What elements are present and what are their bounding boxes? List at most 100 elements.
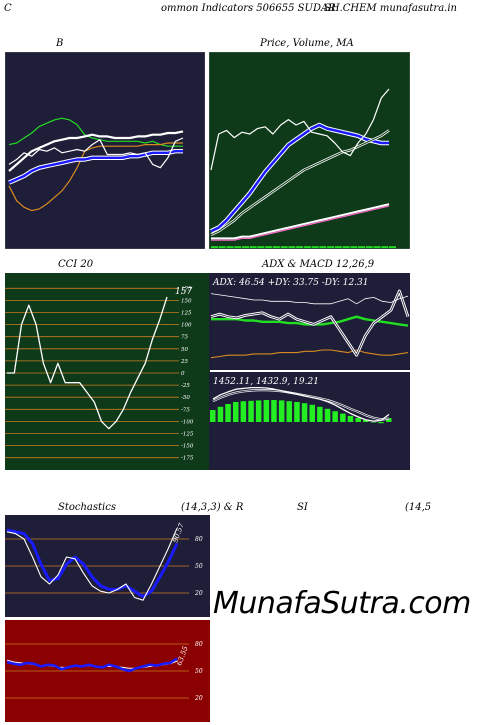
volume-bar	[296, 246, 304, 248]
volume-bar	[303, 246, 311, 248]
watermark: MunafaSutra.com	[213, 586, 471, 621]
macd-histogram-bar	[363, 420, 369, 422]
bb-blue-ma	[8, 149, 183, 184]
cci-tick-label: -175	[181, 456, 194, 462]
volume-bar	[211, 246, 218, 248]
volume-bar	[334, 246, 342, 248]
volume-bar	[381, 246, 389, 248]
cci-tick-label: 100	[181, 323, 192, 329]
adx-dx-line	[210, 290, 409, 356]
cci-value-label: 157	[175, 287, 192, 297]
volume-bar	[272, 246, 280, 248]
adx-label: ADX: 46.54 +DY: 33.75 -DY: 12.31	[212, 278, 369, 288]
macd-histogram-bar	[294, 402, 300, 422]
volume-bar	[389, 246, 396, 248]
pm-price	[210, 88, 390, 171]
rsi-tick-label: 20	[194, 695, 203, 702]
cci-tick-label: -150	[181, 444, 194, 450]
cci-panel: 175 150 125 100 75 50 25 0 -25 -50 -75 -100 -125 -150…	[5, 273, 210, 470]
bollinger-panel	[5, 52, 205, 249]
cci-tick-label: 175	[181, 286, 192, 292]
volume-bar	[358, 246, 365, 248]
bb-lower-band	[8, 142, 183, 212]
bb-upper-band	[8, 117, 183, 147]
volume-bar	[242, 246, 249, 248]
pm-ma-slow-outline	[211, 203, 390, 240]
volume-bar	[350, 246, 358, 248]
stochastic-params: (14,3,3) & R	[181, 502, 244, 513]
volume-bar	[288, 246, 296, 248]
header-left: ommon Indicators 506655 SUDAR	[161, 3, 336, 14]
cci-background	[5, 273, 210, 470]
macd-histogram-bar	[301, 403, 308, 422]
macd-histogram-bar	[324, 408, 331, 422]
volume-bar	[257, 246, 265, 248]
volume-bar	[234, 246, 242, 248]
cci-tick-label: -125	[181, 432, 194, 438]
macd-histogram-bar	[378, 422, 384, 424]
cci-tick-label: -75	[181, 407, 190, 413]
cci-tick-label: 25	[180, 359, 188, 365]
adx-plus-di	[210, 293, 409, 305]
bb-middle-band	[8, 130, 184, 172]
cci-line	[7, 296, 168, 430]
rsi-title: SI	[297, 502, 308, 513]
rsi-tick-label: 50	[195, 668, 203, 675]
volume-bar	[311, 246, 319, 248]
cci-tick-label: -100	[181, 419, 194, 425]
adx-panel: ADX: 46.54 +DY: 33.75 -DY: 12.31	[209, 273, 410, 370]
macd-histogram-bar	[233, 402, 239, 422]
cci-title: CCI 20	[58, 259, 94, 270]
macd-histogram-bar	[332, 411, 338, 422]
macd-histogram-bar	[263, 400, 270, 422]
macd-histogram-bar	[286, 401, 292, 422]
macd-histogram-bar	[271, 400, 277, 422]
volume-bar	[342, 246, 350, 248]
volume-bar	[327, 246, 335, 248]
stochastic-title: Stochastics	[58, 502, 116, 513]
pm-ma-long	[210, 129, 390, 236]
macd-histogram-bar	[317, 406, 323, 422]
stochastic-k-line	[6, 527, 178, 601]
cci-tick-label: -50	[181, 395, 190, 401]
macd-histogram-bar	[217, 406, 224, 422]
macd-histogram-bar	[340, 413, 346, 422]
macd-histogram-bar	[225, 404, 231, 422]
macd-histogram-bar	[210, 410, 216, 422]
adx-minus-di	[210, 349, 409, 359]
cci-tick-label: 50	[181, 347, 188, 353]
stochastic-tick-label: 80	[195, 536, 203, 543]
bb-price	[8, 137, 184, 169]
macd-histogram-bar	[386, 418, 392, 422]
macd-histogram-bar	[309, 404, 315, 422]
volume-bar	[319, 246, 327, 248]
macd-histogram-bar	[278, 400, 285, 422]
macd-panel: 1452.11, 1432.9, 19.21	[209, 372, 410, 470]
stochastic-d-line	[6, 528, 179, 599]
volume-bar	[265, 246, 273, 248]
cci-tick-label: 125	[181, 311, 192, 317]
macd-line	[212, 386, 390, 422]
volume-bar	[373, 246, 381, 248]
price-ma-title: Price, Volume, MA	[260, 38, 354, 49]
volume-bar	[226, 246, 234, 248]
macd-histogram-bar	[370, 422, 377, 423]
macd-histogram-bar	[248, 400, 254, 422]
macd-histogram-bar	[240, 401, 247, 422]
macd-histogram-bar	[255, 400, 262, 422]
pm-ma-slow	[211, 205, 390, 241]
price-ma-background	[209, 52, 410, 249]
stochastic-tick-label: 20	[194, 590, 203, 597]
volume-bar	[280, 246, 288, 248]
cci-tick-label: 0	[181, 371, 185, 377]
rsi-line	[6, 657, 178, 673]
stochastic-tick-label: 50	[195, 563, 203, 570]
cci-tick-label: -25	[181, 383, 190, 389]
macd-histogram-bar	[355, 418, 361, 422]
volume-bar	[365, 246, 373, 248]
bollinger-title: B	[56, 38, 64, 49]
volume-bar	[249, 246, 257, 248]
pm-blue-ma	[210, 123, 389, 233]
header-right: SH.CHEM munafasutra.in	[324, 3, 457, 14]
